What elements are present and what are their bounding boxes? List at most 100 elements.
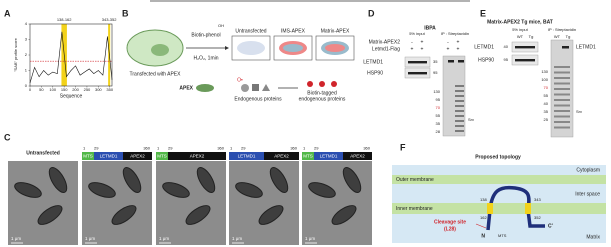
position-label: 29 [168, 146, 173, 151]
band [448, 60, 454, 63]
label: MTS [498, 233, 507, 238]
sign: - [411, 39, 413, 45]
mito [325, 44, 345, 52]
label: OH [218, 23, 224, 28]
label: IMS-APEX [281, 28, 306, 34]
label: Inner membrane [396, 206, 433, 212]
position-label: 1 [303, 146, 306, 151]
y-tick-label: 0 [25, 83, 28, 88]
biotin-icon [319, 81, 325, 87]
x-tick-label: 50 [39, 87, 44, 92]
label: Srv [468, 117, 474, 122]
smear [554, 66, 570, 68]
size-marker: 40 [504, 44, 509, 49]
label: N [481, 233, 485, 239]
arrow-head [225, 46, 229, 50]
ladder-mark: 130 [433, 89, 440, 94]
mitochondrion [88, 182, 116, 198]
smear [554, 99, 570, 101]
label: Cleavage site [434, 219, 466, 225]
label: C' [548, 223, 553, 229]
x-tick-label: 150 [61, 87, 68, 92]
position-label: 29 [94, 146, 99, 151]
ladder-mark: 28 [436, 129, 441, 134]
x-tick-label: 300 [95, 87, 102, 92]
y-tick-label: 2 [25, 52, 28, 57]
position-label: 1 [230, 146, 233, 151]
smear [554, 110, 570, 112]
smear [554, 93, 570, 96]
smear [455, 120, 464, 122]
protein-icon [241, 84, 249, 92]
smear [554, 104, 570, 107]
smear [554, 82, 570, 85]
ladder-mark: 95 [436, 97, 441, 102]
cleavage-pointer [475, 223, 487, 229]
protein-icon [262, 84, 270, 91]
smear [455, 130, 464, 132]
domain-bar [94, 152, 123, 160]
domain-bar [314, 152, 343, 160]
x-axis-label: Sequence [60, 93, 83, 99]
label: Untransfected [26, 150, 60, 156]
outer-membrane [392, 175, 606, 184]
mitochondrion [331, 205, 357, 225]
domain-bar [343, 152, 372, 160]
ladder-mark: 55 [436, 113, 441, 118]
profile-line [29, 31, 113, 83]
domain-bar [229, 152, 264, 160]
ladder-mark: 35 [436, 121, 441, 126]
biotin-icon [331, 81, 337, 87]
residue: 162 [480, 215, 487, 220]
inner-membrane [392, 203, 606, 214]
smear [455, 110, 464, 112]
domain-bar [302, 152, 314, 160]
domain-bar [264, 152, 299, 160]
tm-segment [525, 203, 531, 214]
domain-bar [168, 152, 226, 160]
label: 1 μm [159, 236, 169, 241]
position-label: 360 [143, 146, 150, 151]
label: Inter space [575, 191, 600, 197]
smear [554, 88, 570, 90]
smear [455, 115, 464, 117]
domain-bar [123, 152, 152, 160]
domain-label: LETMD1 [100, 154, 118, 159]
label: endogenous proteins [299, 96, 346, 102]
label: Proposed topology [475, 154, 521, 160]
x-tick-label: 350 [106, 87, 113, 92]
mitochondrion [111, 205, 137, 225]
label: Matrix [586, 234, 600, 240]
residue: 343 [534, 197, 541, 202]
x-tick-label: 0 [29, 87, 32, 92]
domain-label: APEX2 [350, 154, 365, 159]
label: 1 μm [232, 236, 242, 241]
ladder-mark: 70 [436, 105, 441, 110]
sign: + [421, 46, 424, 52]
band [515, 46, 535, 49]
mitochondrion [258, 205, 284, 225]
plot-frame [29, 23, 113, 87]
band [408, 61, 427, 64]
x-tick-label: 100 [49, 87, 56, 92]
nucleus [151, 44, 169, 56]
sign: + [457, 46, 460, 52]
sign: + [447, 46, 450, 52]
ladder-mark: 70 [544, 85, 549, 90]
residue: 352 [534, 215, 541, 220]
blot-label: HSP90 [367, 70, 383, 76]
label: H₂O₂, 1min [194, 55, 219, 61]
domain-bar [82, 152, 94, 160]
label: O• [237, 77, 243, 83]
panel-label: A [4, 8, 11, 18]
mitochondrion [14, 182, 42, 198]
ladder-mark: 100 [541, 77, 548, 82]
em-image [302, 161, 372, 245]
label: Outer membrane [396, 177, 434, 183]
size-marker: 95 [504, 57, 509, 62]
sign: + [421, 39, 424, 45]
apex-icon [196, 84, 214, 92]
mitochondrion [48, 167, 68, 193]
x-tick-label: 200 [72, 87, 79, 92]
blot-label: LETMD1 [576, 44, 596, 50]
